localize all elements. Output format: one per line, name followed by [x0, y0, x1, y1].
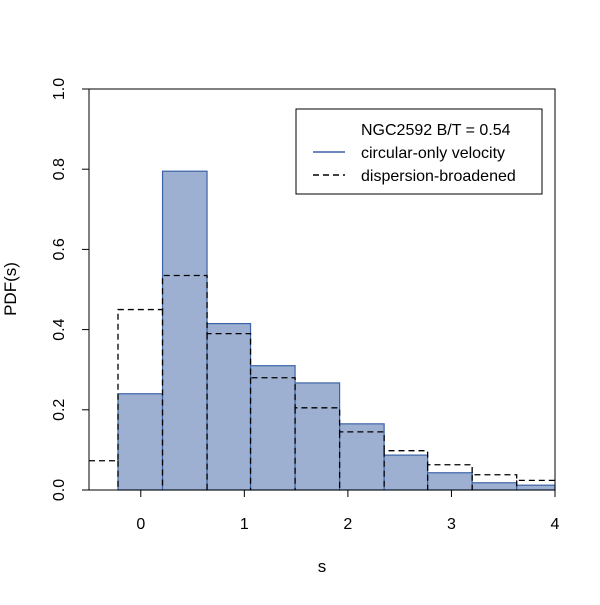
histogram-bar — [117, 393, 164, 491]
y-tick-label: 0.4 — [51, 318, 68, 340]
dashed-step-line — [89, 274, 555, 482]
legend-label-dispersion: dispersion-broadened — [361, 168, 516, 185]
y-axis-label: PDF(s) — [1, 262, 20, 316]
y-tick-label: 0.0 — [51, 479, 68, 501]
axis-layer: 0 1 2 3 4 0.0 0.2 0.4 0.6 0.8 1.0 — [51, 78, 560, 533]
histogram-bar — [339, 423, 385, 491]
x-tick-label: 1 — [240, 516, 249, 533]
histogram-bar — [206, 322, 252, 491]
dashed-step-layer — [89, 274, 555, 490]
x-axis-label: s — [318, 557, 327, 576]
x-tick-label: 3 — [447, 516, 456, 533]
histogram-bar — [516, 484, 556, 491]
histogram-bar — [161, 170, 208, 491]
histogram-bar — [471, 482, 518, 491]
histogram-bar — [249, 365, 296, 491]
x-tick-label: 0 — [136, 516, 145, 533]
y-tick-label: 1.0 — [51, 78, 68, 100]
legend-title: NGC2592 B/T = 0.54 — [361, 122, 511, 139]
legend: NGC2592 B/T = 0.54 circular-only velocit… — [295, 108, 543, 195]
y-tick-label: 0.2 — [51, 399, 68, 421]
bars-layer — [117, 170, 556, 491]
y-tick-label: 0.6 — [51, 238, 68, 260]
histogram-bar — [294, 382, 341, 491]
histogram-bar — [383, 454, 429, 491]
histogram-bar — [427, 472, 473, 491]
x-tick-label: 4 — [551, 516, 560, 533]
y-tick-label: 0.8 — [51, 158, 68, 180]
legend-label-circular: circular-only velocity — [361, 145, 505, 162]
x-tick-label: 2 — [343, 516, 352, 533]
